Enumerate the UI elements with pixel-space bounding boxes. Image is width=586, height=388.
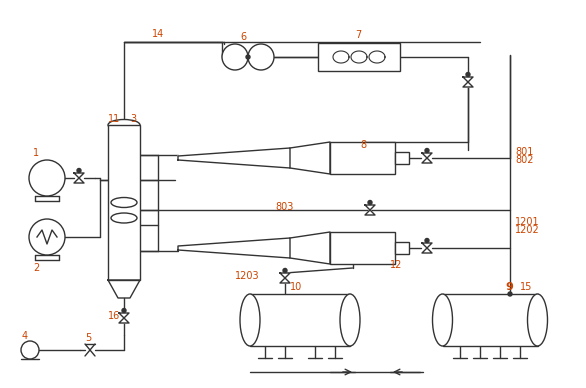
Circle shape <box>77 168 81 173</box>
Text: 1201: 1201 <box>515 217 540 227</box>
Text: 9: 9 <box>505 282 513 292</box>
Polygon shape <box>365 205 375 215</box>
Ellipse shape <box>240 294 260 346</box>
Polygon shape <box>422 243 432 253</box>
Circle shape <box>368 201 372 204</box>
Polygon shape <box>108 280 140 298</box>
Ellipse shape <box>108 120 140 130</box>
Bar <box>442 294 537 346</box>
Ellipse shape <box>340 294 360 346</box>
Circle shape <box>29 160 65 196</box>
Circle shape <box>283 268 287 272</box>
Text: 14: 14 <box>152 29 164 39</box>
Text: 11: 11 <box>108 114 120 124</box>
Circle shape <box>29 219 65 255</box>
Text: 1203: 1203 <box>235 271 260 281</box>
Text: 6: 6 <box>240 32 246 42</box>
Polygon shape <box>178 148 290 168</box>
Text: 803: 803 <box>275 202 294 212</box>
Circle shape <box>248 44 274 70</box>
Ellipse shape <box>111 197 137 208</box>
Text: 2: 2 <box>33 263 39 273</box>
Bar <box>108 125 140 280</box>
Polygon shape <box>178 238 290 258</box>
Text: 1202: 1202 <box>515 225 540 235</box>
Circle shape <box>425 239 429 242</box>
Bar <box>395 152 409 164</box>
Text: 7: 7 <box>355 30 361 40</box>
Circle shape <box>466 73 470 76</box>
Polygon shape <box>422 153 432 163</box>
Circle shape <box>122 308 126 312</box>
Text: 3: 3 <box>130 114 136 124</box>
Text: 1: 1 <box>33 148 39 158</box>
Polygon shape <box>290 142 330 174</box>
Text: 8: 8 <box>360 140 366 150</box>
Circle shape <box>222 44 248 70</box>
Circle shape <box>246 55 250 59</box>
Circle shape <box>508 292 512 296</box>
Ellipse shape <box>432 294 452 346</box>
Ellipse shape <box>111 213 137 223</box>
Text: 12: 12 <box>390 260 403 270</box>
Bar <box>395 242 409 254</box>
Text: 801: 801 <box>515 147 533 157</box>
Circle shape <box>425 149 429 152</box>
Text: 4: 4 <box>22 331 28 341</box>
Polygon shape <box>463 77 473 87</box>
Bar <box>330 142 395 174</box>
Ellipse shape <box>527 294 547 346</box>
Circle shape <box>21 341 39 359</box>
Text: 10: 10 <box>290 282 302 292</box>
Text: 802: 802 <box>515 155 533 165</box>
Polygon shape <box>119 313 129 323</box>
Text: 15: 15 <box>520 282 532 292</box>
Polygon shape <box>290 232 330 264</box>
Polygon shape <box>74 173 84 183</box>
Bar <box>318 43 400 71</box>
Text: 16: 16 <box>108 311 120 321</box>
Polygon shape <box>280 273 290 283</box>
Text: 5: 5 <box>85 333 91 343</box>
Bar <box>250 294 350 346</box>
Bar <box>330 232 395 264</box>
